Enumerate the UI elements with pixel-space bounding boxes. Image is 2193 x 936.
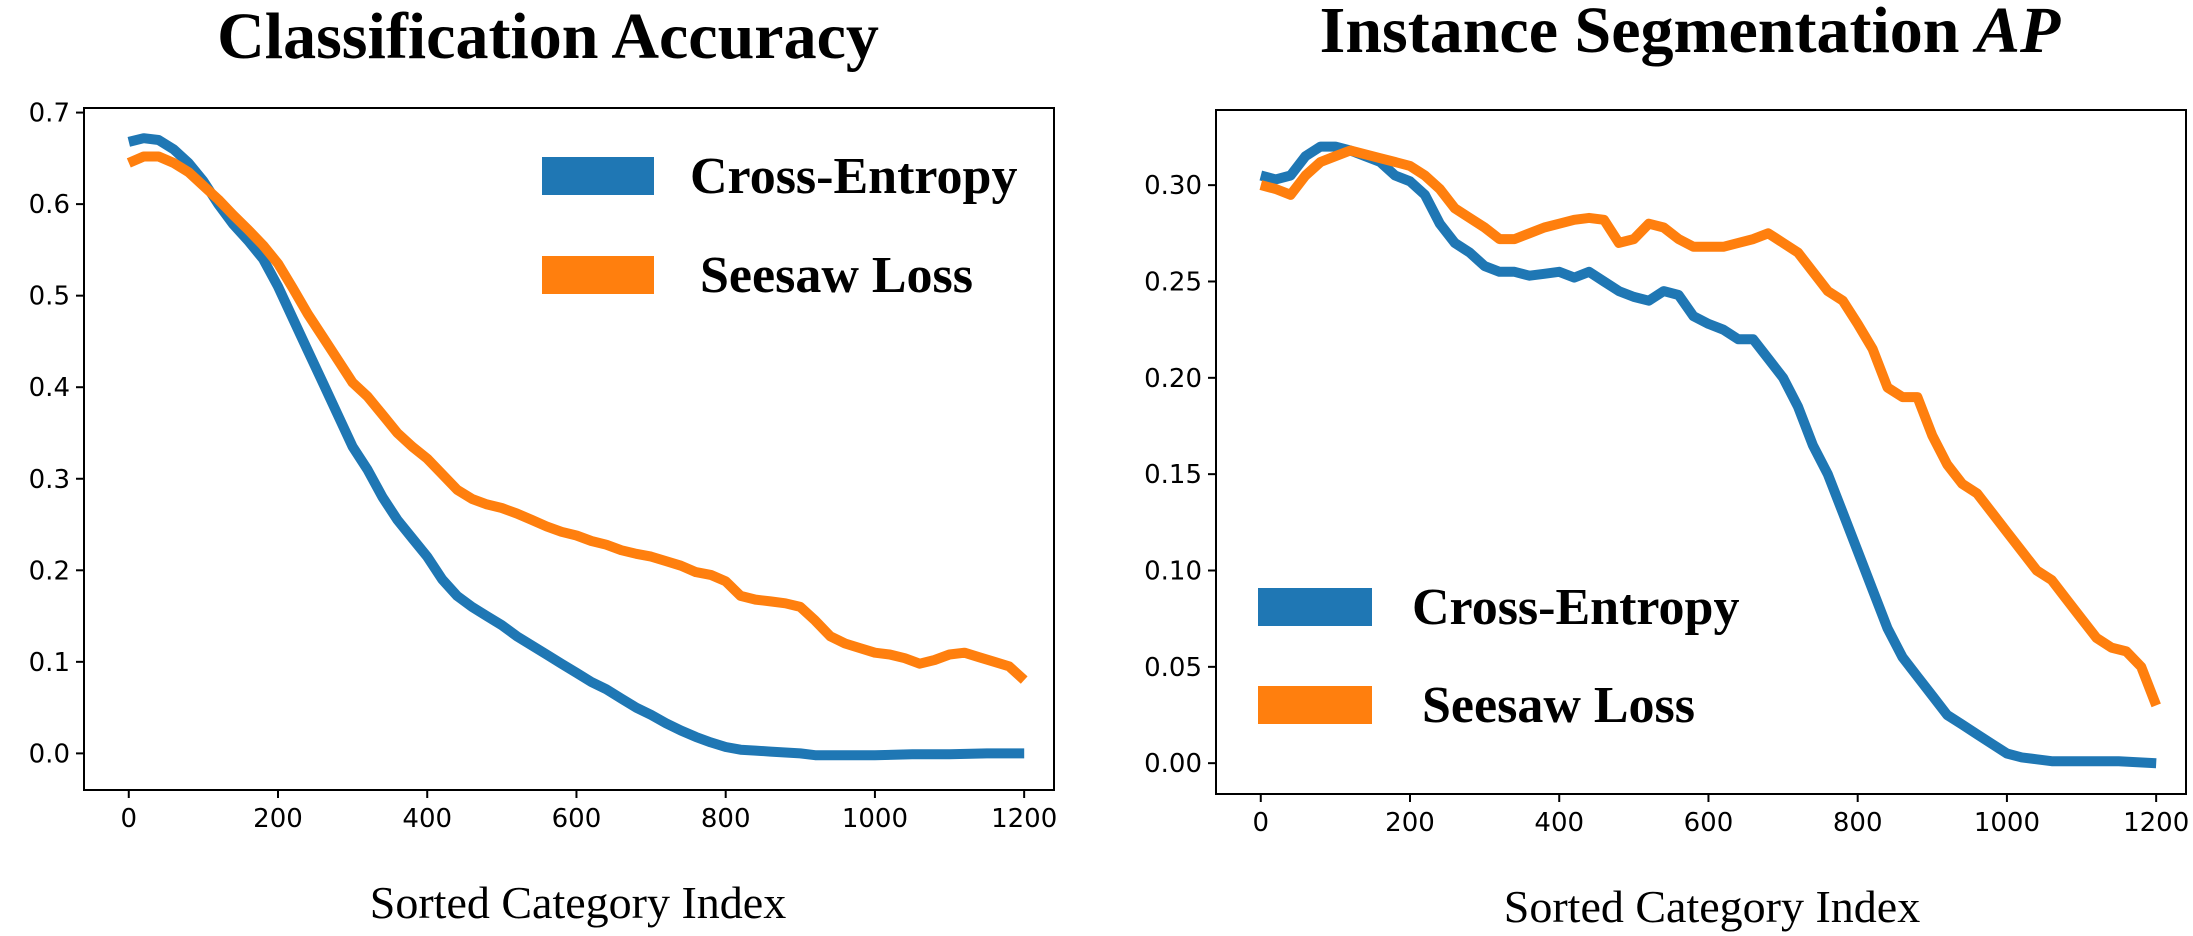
cross-entropy-legend-swatch [1258, 588, 1372, 626]
cross-entropy-line [127, 133, 1025, 761]
seesaw-loss-line [126, 151, 1028, 684]
y-tick-label: 0.7 [29, 99, 70, 129]
y-tick-label: 0.6 [29, 190, 70, 220]
x-tick-label: 400 [1534, 808, 1584, 838]
y-tick-label: 0.20 [1144, 364, 1202, 394]
y-tick-label: 0.5 [29, 282, 70, 312]
chart-title: Classification Accuracy [217, 0, 879, 73]
y-tick-label: 0.30 [1144, 171, 1202, 201]
axes-frame [83, 107, 1055, 791]
y-tick-label: 0.3 [29, 465, 70, 495]
y-tick-label: 0.15 [1144, 460, 1202, 490]
cross-entropy-line [1259, 141, 2157, 769]
x-tick-label: 1200 [2123, 808, 2189, 838]
y-tick-label: 0.00 [1144, 749, 1202, 779]
x-tick-label: 800 [701, 804, 751, 834]
chart-title: Instance Segmentation AP [1320, 0, 2061, 67]
legend: Cross-Entropy Seesaw Loss [1258, 579, 1739, 734]
y-tick-label: 0.1 [29, 648, 70, 678]
legend-label: Cross-Entropy [1412, 579, 1739, 636]
y-tick-label: 0.4 [29, 373, 70, 403]
legend-label: Seesaw Loss [1422, 677, 1695, 734]
seesaw-loss-legend-swatch [542, 256, 654, 294]
x-tick-label: 1000 [1974, 808, 2040, 838]
x-tick-label: 400 [402, 804, 452, 834]
x-axis-label: Sorted Category Index [370, 877, 786, 928]
seesaw-loss-legend-swatch [1258, 686, 1372, 724]
x-tick-label: 0 [1252, 808, 1269, 838]
y-tick-label: 0.25 [1144, 267, 1202, 297]
x-tick-label: 0 [120, 804, 137, 834]
y-tick-label: 0.2 [29, 556, 70, 586]
x-tick-label: 1200 [991, 804, 1057, 834]
x-axis-label: Sorted Category Index [1504, 881, 1920, 932]
legend-label: Cross-Entropy [690, 148, 1017, 205]
x-tick-label: 1000 [842, 804, 908, 834]
y-tick-label: 0.0 [29, 739, 70, 769]
x-tick-label: 600 [552, 804, 602, 834]
plot-area: 0 200 400 600 800 1000 1200 0.0 0.1 0.2 0.3 0.4 0.5 0… [29, 99, 1058, 834]
y-tick-label: 0.10 [1144, 556, 1202, 586]
instance-segmentation-ap-chart: Instance Segmentation AP Sorted Category… [1144, 0, 2189, 932]
x-tick-label: 600 [1684, 808, 1734, 838]
legend: Cross-Entropy Seesaw Loss [542, 148, 1017, 304]
classification-accuracy-chart: Classification Accuracy Sorted Category … [29, 0, 1058, 928]
axes-frame [1215, 109, 2187, 795]
seesaw-loss-line [1259, 145, 2161, 708]
legend-label: Seesaw Loss [700, 247, 973, 304]
x-tick-label: 200 [1385, 808, 1435, 838]
x-tick-label: 200 [253, 804, 303, 834]
y-tick-label: 0.05 [1144, 653, 1202, 683]
x-tick-label: 800 [1833, 808, 1883, 838]
plot-area: 0 200 400 600 800 1000 1200 0.00 0.05 0.10 0.15 0.2… [1144, 109, 2189, 838]
cross-entropy-legend-swatch [542, 157, 654, 195]
